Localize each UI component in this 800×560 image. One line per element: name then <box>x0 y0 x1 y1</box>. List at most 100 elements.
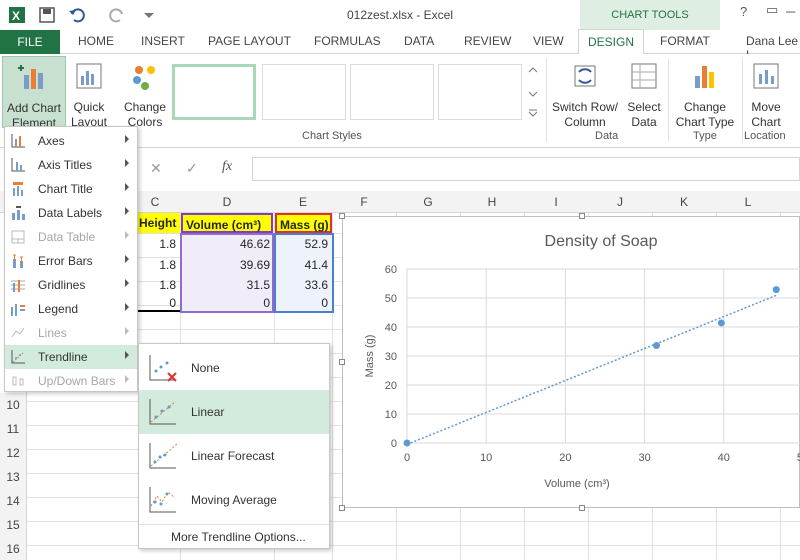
column-header-j[interactable]: J <box>617 195 623 209</box>
tab-format[interactable]: FORMAT <box>660 34 710 48</box>
tab-view[interactable]: VIEW <box>533 34 564 48</box>
column-header-g[interactable]: G <box>423 195 433 209</box>
cell-c-3[interactable]: 1.8 <box>159 278 176 292</box>
column-header-e[interactable]: E <box>298 195 307 209</box>
move-chart-icon <box>753 63 779 89</box>
axis-titles-icon <box>11 158 25 172</box>
type-group-label: Type <box>693 130 717 142</box>
more-trendline-options[interactable]: More Trendline Options... <box>139 524 329 548</box>
change-colors-button[interactable]: Change Colors <box>122 60 168 130</box>
formula-input[interactable] <box>252 157 800 181</box>
cell-c-4[interactable]: 0 <box>169 296 176 310</box>
move-chart-label-1: Move <box>751 100 781 114</box>
menu-item-error-bars[interactable]: Error Bars <box>5 249 137 273</box>
chart-resize-handle[interactable] <box>339 213 345 219</box>
change-chart-type-icon <box>695 66 714 88</box>
tab-review[interactable]: REVIEW <box>464 34 512 48</box>
cancel-entry-icon[interactable]: ✕ <box>150 160 162 176</box>
cell-d-2[interactable]: 39.69 <box>239 258 270 272</box>
chart-resize-handle[interactable] <box>579 505 585 511</box>
data-point <box>717 319 725 327</box>
chart-resize-handle[interactable] <box>339 359 345 365</box>
row-header-10[interactable]: 10 <box>0 393 26 417</box>
header-cell-mass[interactable]: Mass (g) <box>275 213 332 233</box>
tab-design[interactable]: DESIGN <box>578 29 644 55</box>
menu-item-axis-titles[interactable]: Axis Titles <box>5 153 137 177</box>
submenu-item-moving-average[interactable]: Moving Average <box>139 478 329 522</box>
menu-item-trendline[interactable]: Trendline <box>5 345 137 369</box>
chart-style-1[interactable] <box>172 64 256 120</box>
chart-styles-scroll[interactable] <box>526 64 540 120</box>
chart-plot[interactable]: 0 10 20 30 40 50 60 0 10 20 30 40 50 Volume (cm³) Mass… <box>343 217 800 509</box>
select-data-label-2: Data <box>631 115 657 129</box>
select-data-icon <box>631 63 657 89</box>
minimize-button[interactable]: ─ <box>786 4 796 19</box>
chart-resize-handle[interactable] <box>339 505 345 511</box>
column-header-k[interactable]: K <box>679 195 688 209</box>
quick-layout-button[interactable]: Quick Layout <box>68 60 110 130</box>
minimize-ribbon-button[interactable]: ▭ <box>766 2 779 17</box>
row-header-14[interactable]: 14 <box>0 489 26 513</box>
row-header-11[interactable]: 11 <box>0 417 26 441</box>
row-header-13[interactable]: 13 <box>0 465 26 489</box>
submenu-item-linear[interactable]: Linear <box>139 390 329 434</box>
column-header-i[interactable]: I <box>554 195 558 209</box>
header-cell-volume[interactable]: Volume (cm³) <box>181 213 273 233</box>
save-icon[interactable] <box>38 6 56 24</box>
x-tick-label: 20 <box>559 452 571 464</box>
column-header-h[interactable]: H <box>487 195 497 209</box>
chart-style-4[interactable] <box>438 64 522 120</box>
column-header-l[interactable]: L <box>744 195 752 209</box>
add-chart-element-button[interactable]: Add Chart Element <box>2 56 66 130</box>
tab-page-layout[interactable]: PAGE LAYOUT <box>208 34 291 48</box>
menu-item-chart-title[interactable]: Chart Title <box>5 177 137 201</box>
menu-item-legend[interactable]: Legend <box>5 297 137 321</box>
cell-d-4[interactable]: 0 <box>263 296 270 310</box>
chart-tools-label: CHART TOOLS <box>580 0 720 30</box>
submenu-item-linear-forecast[interactable]: Linear Forecast <box>139 434 329 478</box>
cell-e-1[interactable]: 52.9 <box>304 237 328 251</box>
chart-style-2[interactable] <box>262 64 346 120</box>
trendline-none-icon <box>149 355 177 382</box>
submenu-item-none[interactable]: None <box>139 346 329 390</box>
undo-icon[interactable] <box>68 6 86 24</box>
tab-formulas[interactable]: FORMULAS <box>314 34 381 48</box>
data-point <box>652 342 660 350</box>
column-header-d[interactable]: D <box>222 195 232 209</box>
cell-e-2[interactable]: 41.4 <box>304 258 328 272</box>
header-cell-height[interactable]: Height <box>136 213 180 233</box>
switch-row-column-button[interactable]: Switch Row/ Column <box>550 60 620 130</box>
add-chart-element-icon <box>18 65 43 89</box>
move-chart-button[interactable]: Move Chart <box>746 60 786 130</box>
insert-function-icon[interactable]: fx <box>222 159 233 174</box>
tab-insert[interactable]: INSERT <box>141 34 185 48</box>
help-button[interactable]: ? <box>740 4 748 19</box>
chart-title[interactable]: Density of Soap <box>544 233 658 250</box>
column-header-c[interactable]: C <box>150 195 160 209</box>
select-data-button[interactable]: Select Data <box>624 60 664 130</box>
column-header-f[interactable]: F <box>360 195 368 209</box>
menu-item-data-labels[interactable]: Data Labels <box>5 201 137 225</box>
customize-toolbar-icon[interactable] <box>140 6 158 24</box>
cell-c-2[interactable]: 1.8 <box>159 258 176 272</box>
tab-home[interactable]: HOME <box>78 34 114 48</box>
cell-d-3[interactable]: 31.5 <box>246 278 270 292</box>
tab-data[interactable]: DATA <box>404 34 435 48</box>
confirm-entry-icon[interactable]: ✓ <box>186 160 198 176</box>
redo-icon[interactable] <box>108 6 126 24</box>
chart-area[interactable]: Density of Soap 0 10 20 30 40 50 60 0 10 20 30 40 50… <box>342 216 800 508</box>
change-chart-type-button[interactable]: Change Chart Type <box>672 60 738 130</box>
row-header-12[interactable]: 12 <box>0 441 26 465</box>
row-header-15[interactable]: 15 <box>0 513 26 537</box>
cell-c-1[interactable]: 1.8 <box>159 237 176 251</box>
chart-style-3[interactable] <box>350 64 434 120</box>
menu-item-gridlines[interactable]: Gridlines <box>5 273 137 297</box>
cell-e-4[interactable]: 0 <box>321 296 328 310</box>
data-point <box>403 439 411 447</box>
tab-file[interactable]: FILE <box>0 30 60 54</box>
cell-d-1[interactable]: 46.62 <box>239 237 270 251</box>
row-header-16[interactable]: 16 <box>0 537 26 560</box>
cell-e-3[interactable]: 33.6 <box>304 278 328 292</box>
menu-item-axes[interactable]: Axes <box>5 129 137 153</box>
chart-resize-handle[interactable] <box>579 213 585 219</box>
